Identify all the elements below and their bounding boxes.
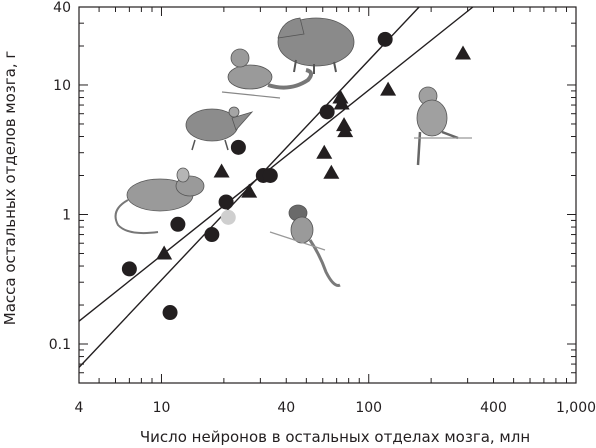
tree-shrew-illustration — [221, 48, 313, 99]
data-point-triangle — [336, 117, 353, 132]
data-points — [121, 31, 472, 321]
y-tick-label: 1 — [62, 207, 71, 223]
animal-illustrations — [114, 17, 472, 287]
data-point-triangle — [455, 45, 472, 60]
data-point-circle — [218, 194, 234, 210]
shrew-illustration — [185, 106, 254, 151]
x-tick-label: 40 — [277, 400, 295, 416]
x-axis-ticks: 4 10 40 100 400 1,000 — [75, 7, 596, 416]
data-point-triangle — [337, 123, 354, 138]
x-tick-label: 400 — [480, 400, 507, 416]
data-point-circle — [377, 31, 393, 47]
y-tick-label: 0.1 — [49, 337, 71, 353]
capybara-illustration — [277, 17, 355, 74]
plot-frame — [78, 6, 577, 384]
data-point-triangle — [213, 163, 230, 178]
data-point-triangle — [332, 89, 349, 104]
marmoset-illustration — [269, 204, 341, 287]
data-point-circle — [170, 216, 186, 232]
axes-frame — [78, 6, 577, 384]
data-point-circle — [262, 168, 278, 184]
y-tick-label: 40 — [53, 0, 71, 16]
y-axis-ticks: 0.1 1 10 40 — [49, 0, 576, 384]
x-tick-label: 10 — [153, 400, 171, 416]
data-point-triangle — [333, 95, 350, 110]
regression-line — [78, 6, 474, 322]
data-point-circle — [204, 227, 220, 243]
data-point-triangle — [241, 183, 258, 198]
data-point-circle — [230, 139, 246, 155]
data-point-circle — [162, 305, 178, 321]
data-point-triangle — [323, 164, 340, 179]
y-tick-label: 10 — [53, 78, 71, 94]
x-tick-label: 100 — [355, 400, 382, 416]
mouse-illustration — [114, 167, 205, 235]
y-axis-label: Масса остальных отделов мозга, г — [1, 51, 19, 326]
x-tick-label: 4 — [75, 400, 84, 416]
data-point-circle — [220, 209, 236, 225]
data-point-triangle — [380, 81, 397, 96]
x-axis-label: Число нейронов в остальных отделах мозга… — [140, 428, 530, 446]
data-point-triangle — [156, 245, 173, 260]
x-tick-label: 1,000 — [556, 400, 596, 416]
data-point-triangle — [316, 144, 333, 159]
macaque-illustration — [414, 86, 472, 166]
data-point-circle — [319, 104, 335, 120]
data-point-circle — [121, 261, 137, 277]
